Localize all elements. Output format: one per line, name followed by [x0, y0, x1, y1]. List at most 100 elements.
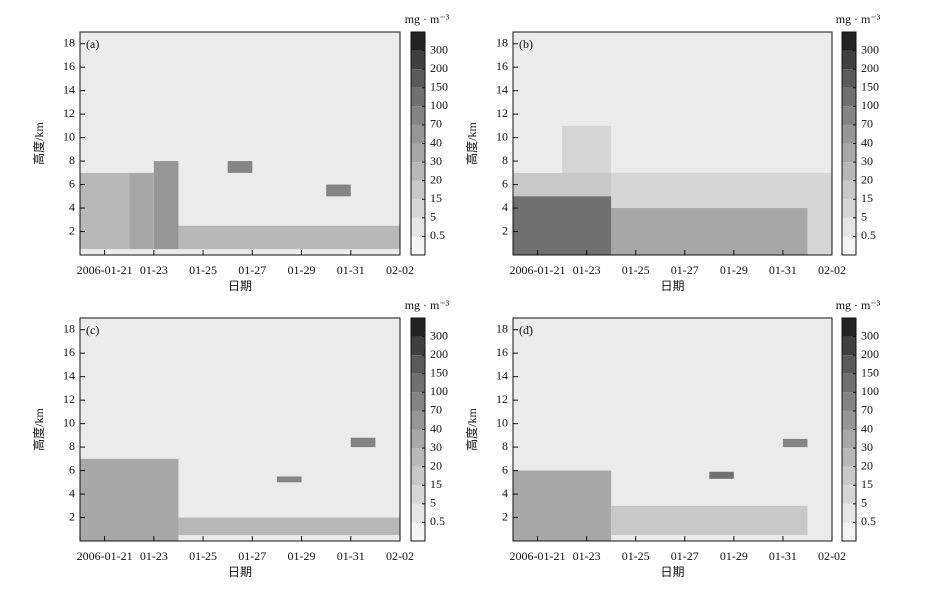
- colorbar-tick-label: 40: [861, 421, 873, 435]
- colorbar-box: [842, 485, 856, 504]
- colorbar-tick-label: 15: [430, 191, 442, 205]
- colorbar-box: [842, 87, 856, 107]
- colorbar-box: [842, 373, 856, 393]
- colorbar-tick-label: 70: [861, 117, 873, 131]
- x-axis-label: 日期: [228, 565, 252, 579]
- colorbar-tick-label: 200: [861, 61, 879, 75]
- x-tick-label: 02-02: [818, 549, 846, 563]
- y-tick-label: 18: [496, 35, 508, 49]
- colorbar-box: [842, 69, 856, 88]
- heat-cell: [709, 471, 734, 479]
- colorbar-box: [842, 106, 856, 125]
- colorbar-box: [842, 180, 856, 200]
- heat-cell: [611, 505, 808, 536]
- heat-cell: [178, 517, 400, 536]
- colorbar-box: [842, 410, 856, 430]
- x-tick-label: 01-31: [769, 549, 797, 563]
- colorbar-tick-label: 0.5: [861, 228, 876, 242]
- colorbar-label: mg · m⁻³: [836, 298, 881, 312]
- heat-cell: [153, 161, 179, 250]
- x-tick-label: 2006-01-21: [510, 263, 566, 277]
- colorbar-tick-label: 0.5: [861, 514, 876, 528]
- colorbar-box: [842, 32, 856, 51]
- colorbar-box: [411, 124, 425, 144]
- heat-cell: [129, 172, 154, 250]
- x-tick-label: 02-02: [818, 263, 846, 277]
- y-tick-label: 4: [69, 486, 75, 500]
- colorbar-box: [842, 392, 856, 411]
- colorbar-box: [842, 217, 856, 237]
- colorbar-box: [842, 448, 856, 467]
- colorbar-box: [411, 69, 425, 88]
- x-axis-label: 日期: [660, 279, 684, 293]
- x-axis-label: 日期: [660, 565, 684, 579]
- x-tick-label: 01-29: [720, 549, 748, 563]
- colorbar-box: [411, 429, 425, 449]
- y-tick-label: 10: [496, 129, 508, 143]
- colorbar-box: [411, 355, 425, 374]
- colorbar-tick-label: 300: [430, 42, 448, 56]
- x-tick-label: 01-29: [288, 263, 316, 277]
- colorbar-box: [411, 87, 425, 107]
- colorbar-box: [842, 50, 856, 70]
- colorbar-tick-label: 40: [430, 421, 442, 435]
- y-tick-label: 18: [63, 35, 75, 49]
- colorbar-box: [842, 124, 856, 144]
- heat-cell: [80, 458, 179, 541]
- y-tick-label: 16: [63, 59, 75, 73]
- colorbar-tick-label: 200: [861, 347, 879, 361]
- colorbar-tick-label: 70: [430, 117, 442, 131]
- colorbar-label: mg · m⁻³: [405, 298, 450, 312]
- colorbar-tick-label: 100: [861, 98, 879, 112]
- colorbar-box: [842, 199, 856, 218]
- x-tick-label: 01-23: [140, 549, 168, 563]
- y-axis-label: 高度/km: [31, 122, 46, 165]
- colorbar-box: [411, 485, 425, 504]
- colorbar-tick-label: 100: [430, 384, 448, 398]
- y-tick-label: 18: [496, 321, 508, 335]
- colorbar-tick-label: 30: [861, 440, 873, 454]
- colorbar-tick-label: 0.5: [430, 514, 445, 528]
- y-tick-label: 6: [502, 176, 508, 190]
- colorbar-tick-label: 30: [430, 440, 442, 454]
- y-tick-label: 10: [63, 129, 75, 143]
- colorbar-box: [842, 429, 856, 449]
- colorbar-tick-label: 300: [861, 42, 879, 56]
- x-tick-label: 01-25: [622, 549, 650, 563]
- heat-cell: [326, 184, 351, 197]
- y-axis-label: 高度/km: [31, 408, 46, 451]
- colorbar-tick-label: 100: [430, 98, 448, 112]
- colorbar-box: [411, 199, 425, 218]
- x-tick-label: 02-02: [386, 549, 414, 563]
- colorbar-tick-label: 15: [861, 191, 873, 205]
- colorbar-box: [411, 373, 425, 393]
- x-tick-label: 02-02: [386, 263, 414, 277]
- colorbar-box: [411, 50, 425, 70]
- colorbar-tick-label: 30: [430, 154, 442, 168]
- y-tick-label: 2: [69, 223, 75, 237]
- colorbar-box: [842, 503, 856, 523]
- colorbar-tick-label: 150: [430, 366, 448, 380]
- x-tick-label: 01-27: [238, 263, 266, 277]
- colorbar-tick-label: 20: [430, 172, 442, 186]
- y-tick-label: 16: [496, 345, 508, 359]
- colorbar-tick-label: 40: [861, 135, 873, 149]
- colorbar-tick-label: 5: [861, 210, 867, 224]
- panel-label: (c): [86, 323, 99, 337]
- plot-frame: [512, 317, 833, 542]
- colorbar-tick-label: 20: [430, 458, 442, 472]
- heat-cell: [80, 172, 130, 250]
- colorbar-tick-label: 150: [430, 80, 448, 94]
- x-tick-label: 01-27: [671, 263, 699, 277]
- y-tick-label: 10: [63, 415, 75, 429]
- heat-cell: [611, 208, 808, 255]
- colorbar-box: [842, 466, 856, 486]
- colorbar-box: [411, 448, 425, 467]
- y-tick-label: 2: [502, 509, 508, 523]
- colorbar-box: [842, 336, 856, 356]
- colorbar-box: [842, 162, 856, 181]
- colorbar-box: [411, 106, 425, 125]
- colorbar-tick-label: 150: [861, 366, 879, 380]
- colorbar-box: [411, 236, 425, 255]
